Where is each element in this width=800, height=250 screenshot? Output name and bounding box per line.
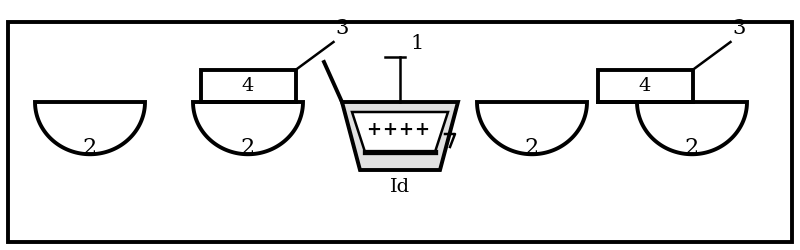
- Bar: [598, 70, 693, 102]
- Polygon shape: [35, 102, 145, 154]
- Text: +: +: [398, 121, 414, 139]
- Text: 3: 3: [733, 19, 746, 38]
- Text: 4: 4: [242, 77, 254, 95]
- Polygon shape: [352, 112, 448, 152]
- Text: 4: 4: [639, 77, 651, 95]
- Text: +: +: [382, 121, 398, 139]
- Text: +: +: [366, 121, 382, 139]
- Text: 2: 2: [241, 136, 255, 158]
- Bar: [201, 70, 295, 102]
- Polygon shape: [637, 102, 747, 154]
- Text: Id: Id: [390, 178, 410, 196]
- Polygon shape: [193, 102, 303, 154]
- Text: 3: 3: [335, 19, 349, 38]
- Text: 2: 2: [83, 136, 97, 158]
- Polygon shape: [477, 102, 587, 154]
- Text: 2: 2: [525, 136, 539, 158]
- Text: +: +: [414, 121, 430, 139]
- Text: 2: 2: [685, 136, 699, 158]
- Polygon shape: [342, 102, 458, 170]
- Text: 1: 1: [410, 34, 423, 53]
- Bar: [8, 22, 792, 242]
